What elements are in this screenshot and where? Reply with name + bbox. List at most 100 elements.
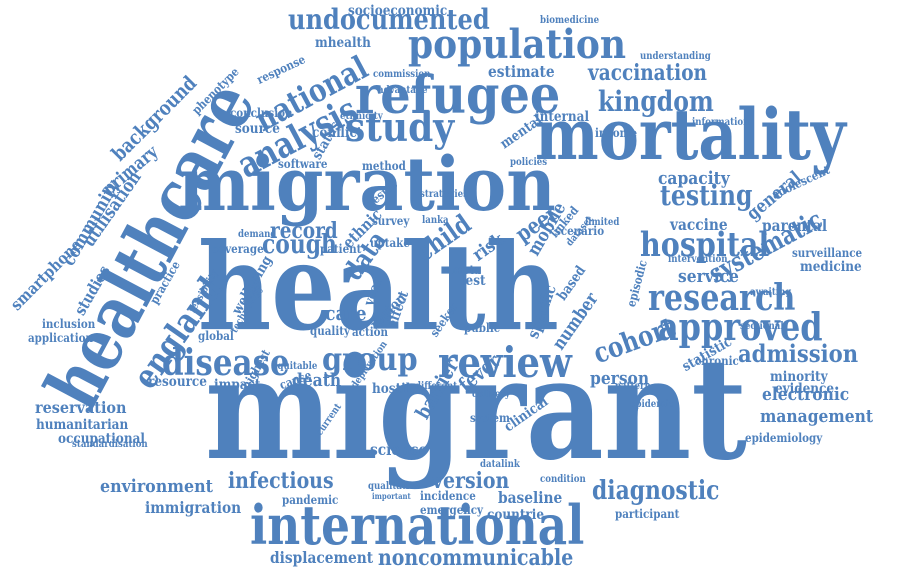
word-environment: environment	[100, 476, 213, 497]
word-migration: migration	[178, 142, 556, 228]
word-income: income	[595, 126, 638, 140]
word-application: application	[28, 331, 94, 345]
word-datalink: datalink	[480, 459, 520, 470]
word-migrant: migrant	[205, 328, 747, 492]
word-socioeconomic: socioeconomic	[348, 3, 448, 19]
word-kingdom: kingdom	[598, 85, 714, 118]
word-electronic: electronic	[762, 384, 850, 405]
word-understanding: understanding	[640, 51, 711, 62]
word-awaiting: awaiting	[750, 287, 792, 298]
word-standardisation: standardisation	[72, 439, 148, 450]
word-patient: patient	[320, 242, 362, 256]
word-method: method	[362, 159, 406, 173]
word-conclusion: conclusion	[230, 106, 293, 120]
word-hostile: hostile	[372, 381, 418, 397]
word-disease: disease	[162, 342, 290, 384]
word-inclusion: inclusion	[42, 317, 96, 331]
word-scenario: scenario	[555, 224, 605, 238]
word-quality: quality	[310, 324, 351, 338]
word-public: public	[464, 321, 501, 335]
word-research: research	[648, 277, 796, 319]
word-meta: meta	[452, 263, 481, 277]
word-medicine: medicine	[800, 259, 862, 275]
word-software: software	[278, 157, 328, 171]
word-population: population	[408, 21, 627, 68]
word-ethnicity: ethnicity	[340, 111, 383, 122]
word-important: important	[372, 491, 411, 501]
word-study: study	[345, 104, 455, 151]
word-person: person	[590, 368, 650, 389]
word-parental: parental	[762, 216, 828, 235]
word-conflict: conflict	[312, 125, 363, 141]
word-international: international	[250, 493, 585, 557]
word-delivery: delivery	[472, 389, 511, 400]
word-baseline: baseline	[498, 488, 563, 507]
word-capacity: capacity	[658, 168, 730, 189]
word-death: death	[292, 370, 342, 391]
word-different: different	[415, 381, 458, 392]
word-infectious: infectious	[228, 468, 334, 494]
word-countrie: countrie	[487, 507, 545, 523]
word-mhealth: mhealth	[315, 35, 371, 51]
word-action: action	[352, 325, 389, 339]
word-undocumented: undocumented	[288, 3, 490, 36]
word-survey: survey	[372, 214, 410, 228]
word-vaccine: vaccine	[670, 215, 728, 234]
word-demand: demand	[238, 229, 277, 240]
word-internal: internal	[535, 109, 590, 125]
word-policies: policies	[510, 157, 548, 168]
word-group: group	[322, 340, 418, 378]
word-refugee: refugee	[355, 65, 561, 126]
word-health: health	[198, 217, 559, 358]
word-science: science	[370, 440, 428, 459]
word-immigration: immigration	[145, 498, 242, 517]
word-emergency: emergency	[420, 503, 484, 517]
word-limited: limited	[585, 217, 620, 228]
word-displacement: displacement	[270, 548, 374, 567]
word-admission: admission	[738, 339, 859, 368]
word-pandemic: pandemic	[282, 493, 339, 507]
word-reservation: reservation	[35, 398, 127, 417]
word-equitable: equitable	[272, 361, 318, 372]
word-vaccination: vaccination	[588, 60, 707, 86]
word-surveillance: surveillance	[792, 246, 863, 260]
word-source: source	[235, 121, 280, 137]
word-testing: testing	[660, 179, 753, 212]
word-sectional: sectional	[740, 321, 784, 332]
word-episodic: episodic	[624, 258, 650, 309]
word-strategies: strategies	[420, 189, 468, 200]
word-impact: impact	[214, 377, 261, 393]
word-test: test	[460, 273, 486, 289]
word-condition: condition	[540, 474, 586, 485]
word-uptake: uptake	[370, 236, 410, 250]
word-epidemic: epidemic	[630, 399, 674, 410]
word-biomedicine: biomedicine	[540, 15, 600, 26]
word-humanitarian: humanitarian	[36, 417, 129, 433]
word-care: care	[325, 301, 367, 325]
word-estimate: estimate	[488, 62, 555, 81]
word-incidence: incidence	[420, 489, 476, 503]
word-hospital: hospital	[640, 225, 770, 265]
word-epidemiology: epidemiology	[745, 431, 823, 445]
word-approved: approved	[658, 304, 823, 349]
word-noncommunicable: noncommunicable	[378, 545, 574, 568]
word-occupational: occupational	[58, 431, 145, 447]
word-review: review	[438, 338, 572, 387]
word-diagnostic: diagnostic	[592, 476, 720, 506]
word-pattern: pattern	[615, 381, 651, 392]
word-participant: participant	[615, 507, 680, 521]
word-mortality: mortality	[535, 93, 846, 176]
word-cough: cough	[262, 230, 337, 260]
word-version: version	[432, 468, 510, 494]
word-global: global	[198, 329, 234, 343]
word-management: management	[760, 406, 874, 427]
word-advantage: advantage	[378, 85, 428, 96]
word-minority: minority	[770, 369, 828, 385]
word-commission: commission	[373, 69, 431, 80]
word-system: system	[470, 411, 510, 425]
word-resource: resource	[148, 374, 207, 390]
word-record: record	[270, 218, 338, 244]
word-chronic: chronic	[695, 354, 739, 368]
word-coverage: coverage	[212, 242, 264, 256]
